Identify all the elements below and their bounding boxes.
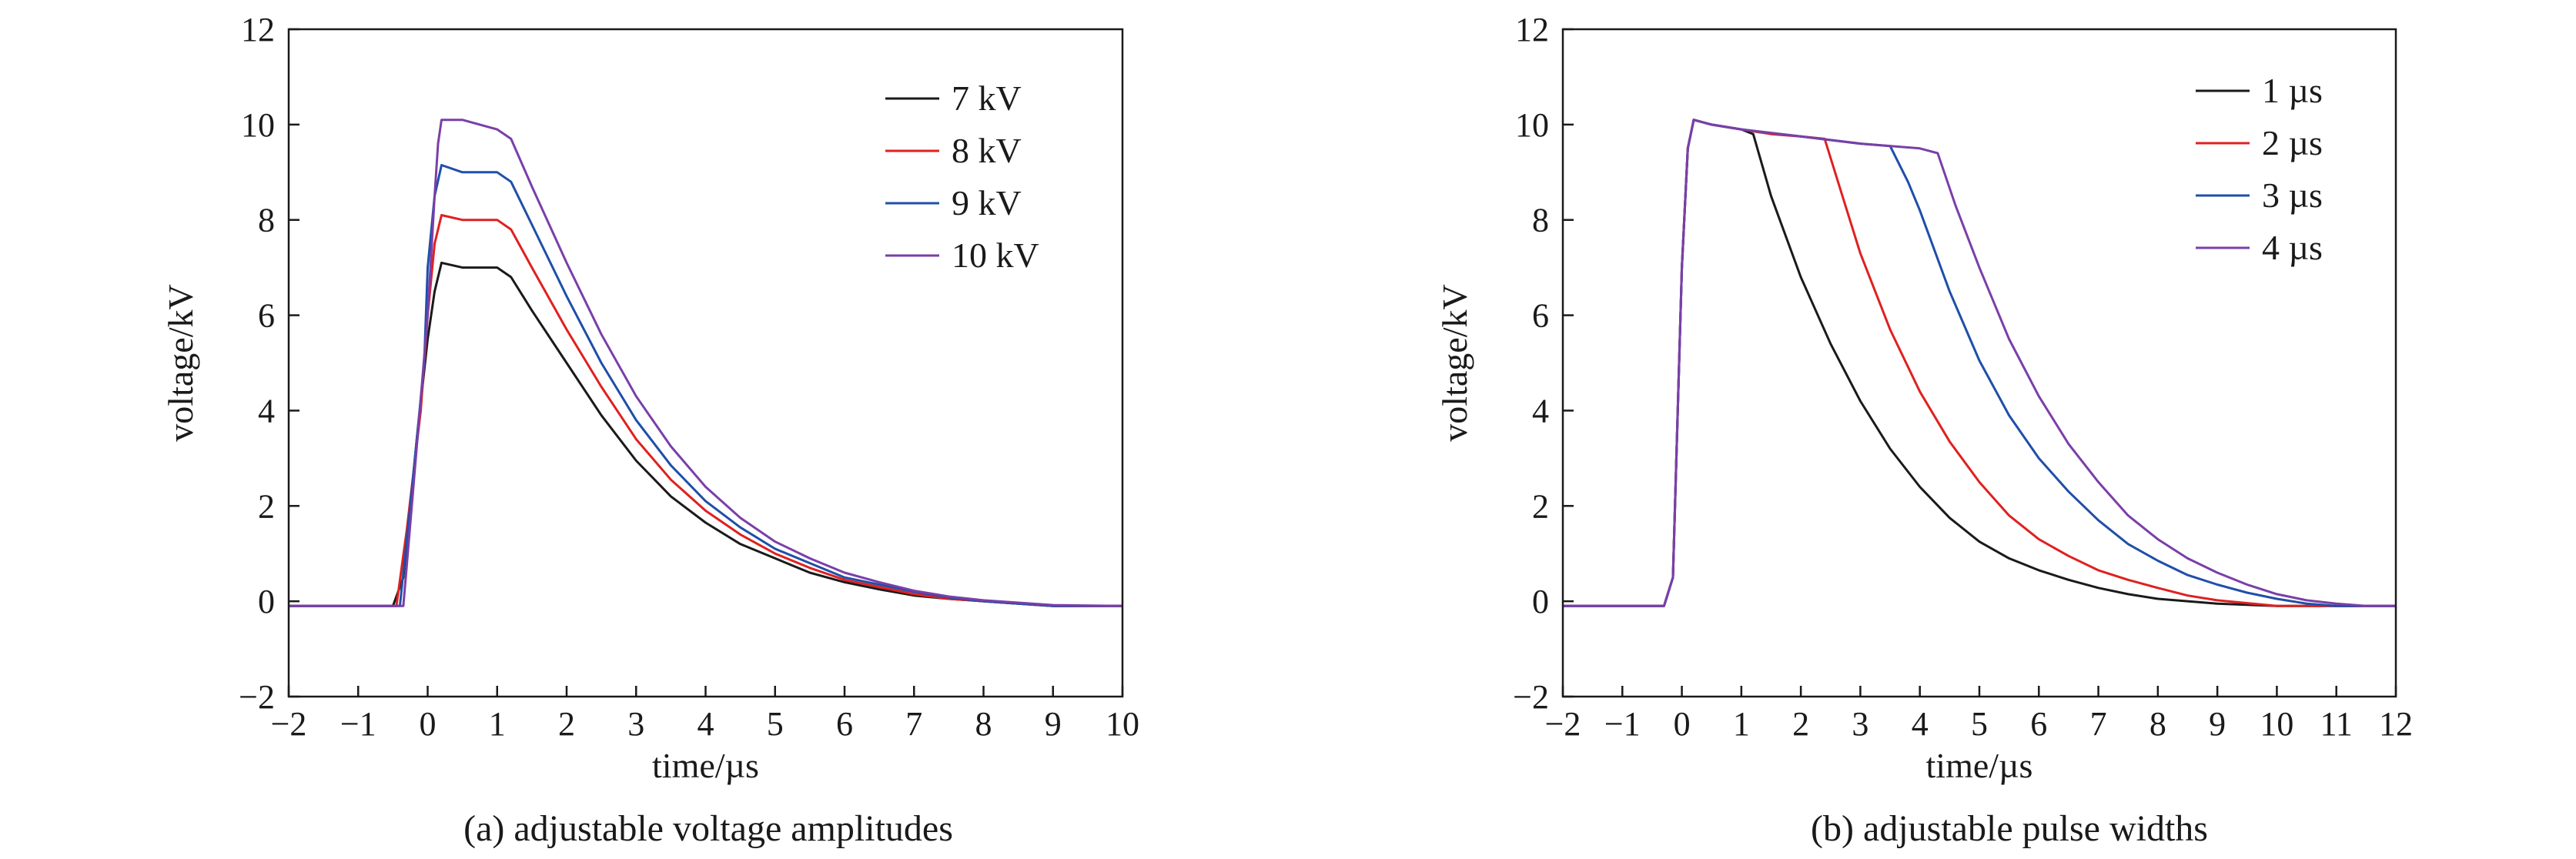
y-tick-label: 2 <box>1532 487 1549 525</box>
y-tick-label: 12 <box>241 11 275 48</box>
panel-b-pulse-widths: −2 −1 0 1 2 3 4 5 6 7 8 9 10 11 12−2024681012time/µsvo… <box>1435 11 2413 785</box>
x-axis-label: time/µs <box>652 746 759 785</box>
x-tick-label: 1 <box>1733 705 1750 743</box>
y-tick-label: 10 <box>1515 106 1549 144</box>
x-tick-label: 3 <box>627 705 644 743</box>
series-line-1 <box>289 261 1122 607</box>
legend-label: 7 kV <box>952 79 1022 118</box>
x-tick-label: −1 <box>340 705 376 743</box>
y-axis-label: voltage/kV <box>161 284 200 441</box>
y-tick-label: 4 <box>258 392 275 430</box>
x-tick-label: 10 <box>2260 705 2293 743</box>
x-axis-label: time/µs <box>1926 746 2033 785</box>
y-tick-label: −2 <box>1513 678 1549 716</box>
y-axis-label: voltage/kV <box>1435 284 1474 441</box>
x-tick-label: 7 <box>2090 705 2107 743</box>
x-tick-label: 5 <box>1971 705 1988 743</box>
panel-b-caption: (b) adjustable pulse widths <box>1811 808 2208 849</box>
plot-frame <box>287 28 1124 698</box>
x-tick-label: 8 <box>2149 705 2166 743</box>
x-tick-label: 3 <box>1852 705 1868 743</box>
panel-a-caption: (a) adjustable voltage amplitudes <box>463 808 953 849</box>
legend-label: 4 µs <box>2262 228 2323 267</box>
x-tick-label: 7 <box>905 705 922 743</box>
legend-label: 9 kV <box>952 183 1022 222</box>
series-line-4 <box>289 119 1123 607</box>
y-tick-label: 8 <box>1532 202 1549 239</box>
y-tick-label: 12 <box>1515 11 1549 48</box>
x-tick-label: −2 <box>1545 705 1581 743</box>
x-tick-label: 0 <box>420 705 437 743</box>
x-tick-label: 8 <box>975 705 992 743</box>
x-tick-label: 6 <box>2030 705 2047 743</box>
panel-a-voltage-amplitudes: −2 −1 0 1 2 3 4 5 6 7 8 9 10−2024681012time/µsvoltag… <box>161 11 1139 785</box>
x-tick-label: 12 <box>2379 705 2413 743</box>
y-tick-label: 2 <box>258 487 275 525</box>
legend-label: 10 kV <box>952 236 1039 275</box>
legend-label: 3 µs <box>2262 175 2323 215</box>
x-tick-label: 4 <box>698 705 714 743</box>
y-tick-label: 8 <box>258 202 275 239</box>
x-tick-label: −1 <box>1604 705 1641 743</box>
x-tick-label: 1 <box>489 705 506 743</box>
x-tick-label: 6 <box>836 705 853 743</box>
x-tick-label: 2 <box>1792 705 1809 743</box>
x-tick-label: 5 <box>767 705 784 743</box>
x-tick-label: 4 <box>1912 705 1929 743</box>
x-tick-label: 9 <box>2209 705 2226 743</box>
y-tick-label: 0 <box>258 583 275 620</box>
x-tick-label: 10 <box>1106 705 1139 743</box>
y-tick-label: 4 <box>1532 392 1549 430</box>
legend-label: 1 µs <box>2262 71 2323 110</box>
series-line-3 <box>289 164 1122 607</box>
legend-label: 8 kV <box>952 131 1022 170</box>
x-tick-label: 0 <box>1674 705 1691 743</box>
series-line-4 <box>1563 119 2396 607</box>
y-tick-label: 6 <box>258 297 275 335</box>
y-tick-label: 10 <box>241 106 275 144</box>
y-tick-label: −2 <box>239 678 275 716</box>
y-tick-label: 6 <box>1532 297 1549 335</box>
x-tick-label: 2 <box>558 705 575 743</box>
legend-label: 2 µs <box>2262 123 2323 162</box>
x-tick-label: 9 <box>1045 705 1062 743</box>
x-tick-label: 11 <box>2320 705 2353 743</box>
y-tick-label: 0 <box>1532 583 1549 620</box>
x-tick-label: −2 <box>271 705 307 743</box>
